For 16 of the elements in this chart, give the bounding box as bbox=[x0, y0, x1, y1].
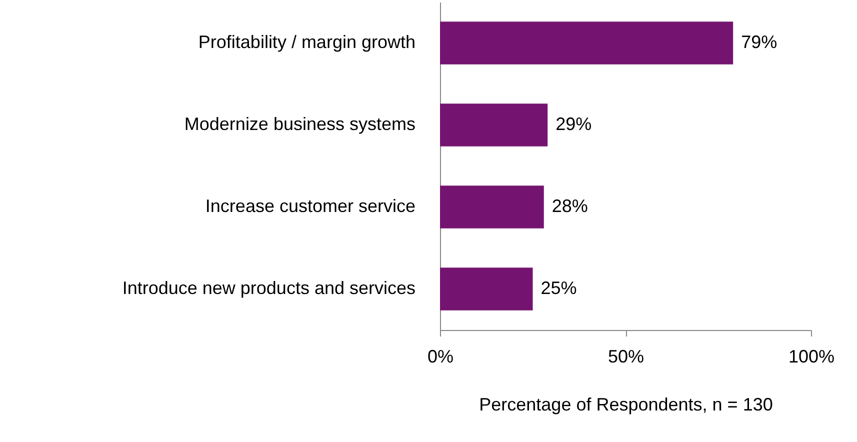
x-tick-label: 0% bbox=[427, 346, 454, 366]
y-tick-label: Modernize business systems bbox=[184, 114, 416, 134]
data-label: 29% bbox=[556, 114, 592, 134]
y-tick-label: Introduce new products and services bbox=[122, 278, 416, 298]
bar bbox=[440, 22, 734, 64]
bar bbox=[440, 104, 548, 146]
x-axis-title: Percentage of Respondents, n = 130 bbox=[479, 394, 773, 414]
data-label: 25% bbox=[540, 278, 577, 298]
bar bbox=[440, 186, 544, 228]
y-tick-label: Increase customer service bbox=[205, 196, 416, 216]
x-tick-label: 100% bbox=[788, 346, 835, 366]
data-label: 28% bbox=[552, 196, 588, 216]
data-label: 79% bbox=[741, 32, 778, 52]
x-tick-label: 50% bbox=[608, 346, 644, 366]
bar bbox=[440, 268, 533, 310]
y-tick-label: Profitability / margin growth bbox=[198, 32, 416, 52]
